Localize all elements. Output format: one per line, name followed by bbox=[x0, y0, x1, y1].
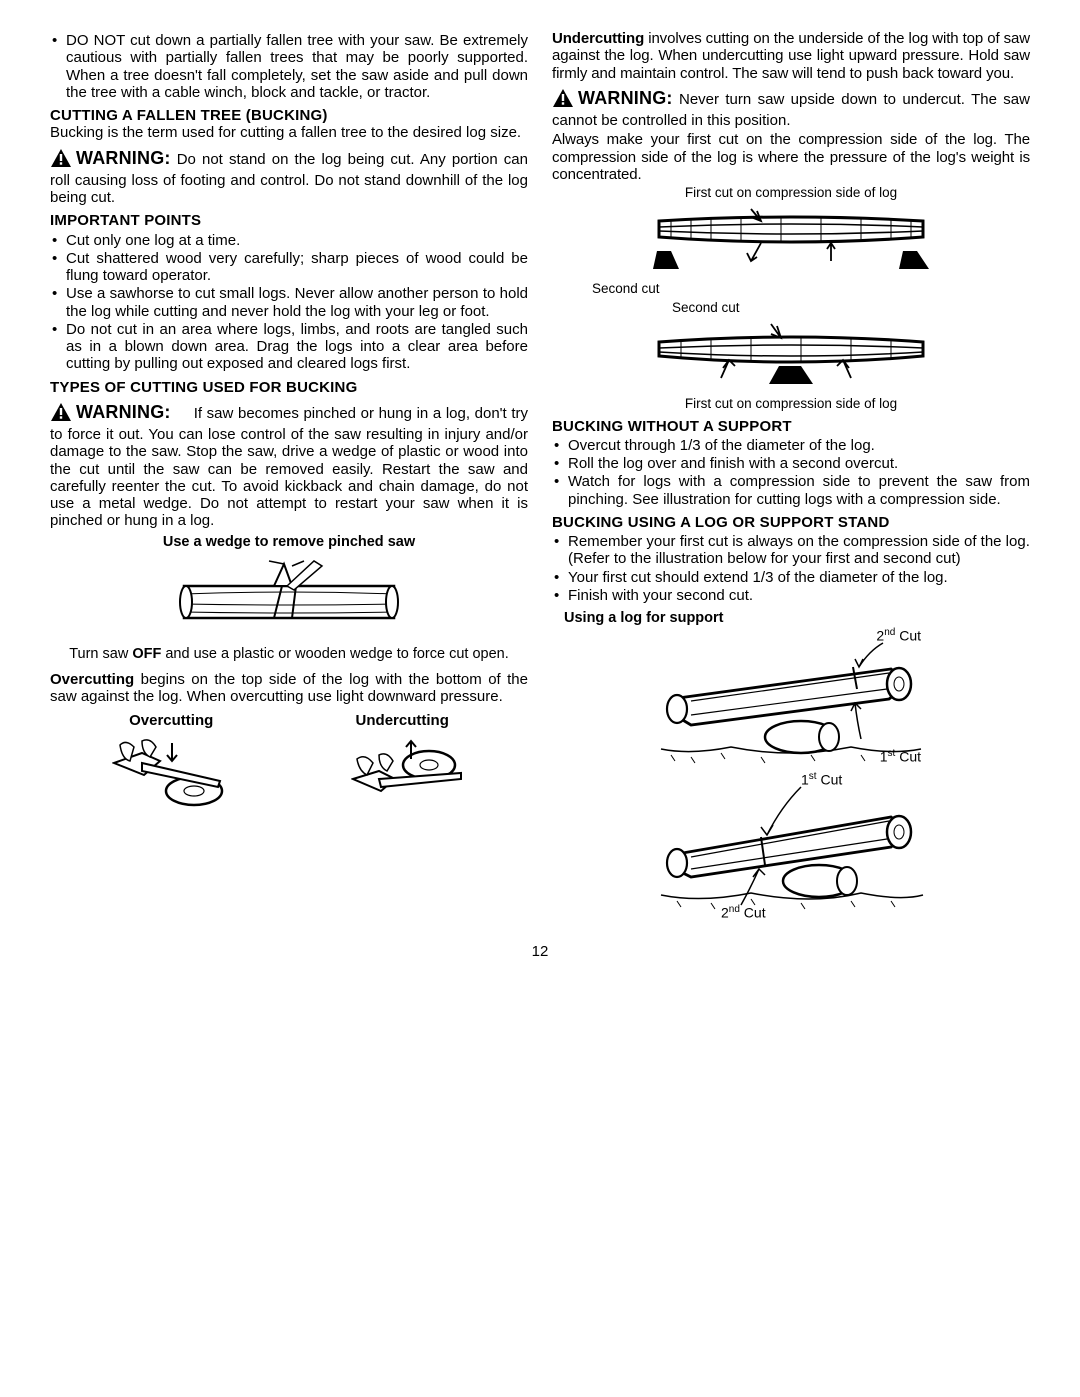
overcutting-diagram bbox=[112, 735, 227, 807]
bucking-without-list: Overcut through 1/3 of the diameter of t… bbox=[552, 437, 1030, 508]
heading-cutting-fallen: CUTTING A FALLEN TREE (BUCKING) bbox=[50, 107, 528, 124]
fig-log-support-upper: 2nd Cut bbox=[651, 629, 931, 773]
fig-wedge-caption: Use a wedge to remove pinched saw bbox=[50, 534, 528, 551]
heading-important-points: IMPORTANT POINTS bbox=[50, 212, 528, 229]
bucking-stand-list: Remember your first cut is always on the… bbox=[552, 533, 1030, 604]
warning-2-text: If saw becomes pinched or hung in a log,… bbox=[50, 405, 528, 530]
warning-label: WARNING: bbox=[76, 402, 171, 422]
fig-log-support-lower: 1st Cut bbox=[651, 777, 931, 921]
left-column: DO NOT cut down a partially fallen tree … bbox=[50, 30, 528, 813]
undercutting-diagram bbox=[351, 735, 466, 807]
second-cut-label: 2nd Cut bbox=[876, 627, 921, 644]
warning-label: WARNING: bbox=[76, 148, 171, 168]
undercutting-label: Undercutting bbox=[356, 712, 449, 729]
fig-wedge bbox=[50, 556, 528, 640]
point-item: Do not cut in an area where logs, limbs,… bbox=[66, 321, 528, 373]
important-points-list: Cut only one log at a time. Cut shattere… bbox=[50, 232, 528, 373]
warning-icon bbox=[50, 402, 72, 426]
overcutting-label: Overcutting bbox=[129, 712, 213, 729]
heading-types-cutting: TYPES OF CUTTING USED FOR BUCKING bbox=[50, 379, 528, 396]
first-cut-label-2: 1st Cut bbox=[801, 771, 842, 788]
list-item: Finish with your second cut. bbox=[568, 587, 1030, 604]
fig-wedge-note: Turn saw OFF and use a plastic or wooden… bbox=[50, 646, 528, 663]
right-column: Undercutting involves cutting on the und… bbox=[552, 30, 1030, 921]
para-overcutting: Overcutting begins on the top side of th… bbox=[50, 671, 528, 706]
point-item: Cut shattered wood very carefully; sharp… bbox=[66, 250, 528, 285]
warning-icon bbox=[552, 88, 574, 112]
second-cut-label-2: 2nd Cut bbox=[721, 904, 766, 921]
list-item: Overcut through 1/3 of the diameter of t… bbox=[568, 437, 1030, 454]
list-item: Watch for logs with a compression side t… bbox=[568, 473, 1030, 508]
warning-block-2: WARNING: If saw becomes pinched or hung … bbox=[50, 402, 528, 530]
first-cut-label: 1st Cut bbox=[880, 748, 921, 765]
intro-bullet-list: DO NOT cut down a partially fallen tree … bbox=[50, 32, 528, 101]
warning-block-1: WARNING: Do not stand on the log being c… bbox=[50, 148, 528, 207]
page-columns: DO NOT cut down a partially fallen tree … bbox=[50, 30, 1030, 921]
para-bucking-def: Bucking is the term used for cutting a f… bbox=[50, 124, 528, 141]
lbl-first-cut: First cut on compression side of log bbox=[552, 185, 1030, 201]
page-number: 12 bbox=[50, 943, 1030, 960]
list-item: Roll the log over and finish with a seco… bbox=[568, 455, 1030, 472]
fig-log-support-caption: Using a log for support bbox=[564, 610, 1030, 627]
fig-compression-2 bbox=[552, 318, 1030, 394]
heading-bucking-stand: BUCKING USING A LOG OR SUPPORT STAND bbox=[552, 514, 1030, 531]
point-item: Use a sawhorse to cut small logs. Never … bbox=[66, 285, 528, 320]
para-undercutting: Undercutting involves cutting on the und… bbox=[552, 30, 1030, 82]
warning-block-3: WARNING: Never turn saw upside down to u… bbox=[552, 88, 1030, 130]
warning-icon bbox=[50, 148, 72, 172]
para-compression: Always make your first cut on the compre… bbox=[552, 131, 1030, 183]
list-item: Your first cut should extend 1/3 of the … bbox=[568, 569, 1030, 586]
warning-label: WARNING: bbox=[578, 88, 673, 108]
cut-labels-row: Overcutting Undercutting bbox=[58, 712, 520, 729]
point-item: Cut only one log at a time. bbox=[66, 232, 528, 249]
lbl-first-cut-2: First cut on compression side of log bbox=[552, 396, 1030, 412]
lbl-second-cut: Second cut bbox=[592, 281, 1030, 297]
heading-bucking-without: BUCKING WITHOUT A SUPPORT bbox=[552, 418, 1030, 435]
lbl-second-cut-2: Second cut bbox=[672, 300, 1030, 316]
fig-compression-1 bbox=[552, 203, 1030, 279]
list-item: Remember your first cut is always on the… bbox=[568, 533, 1030, 568]
fig-over-under bbox=[50, 735, 528, 807]
intro-bullet: DO NOT cut down a partially fallen tree … bbox=[66, 32, 528, 101]
